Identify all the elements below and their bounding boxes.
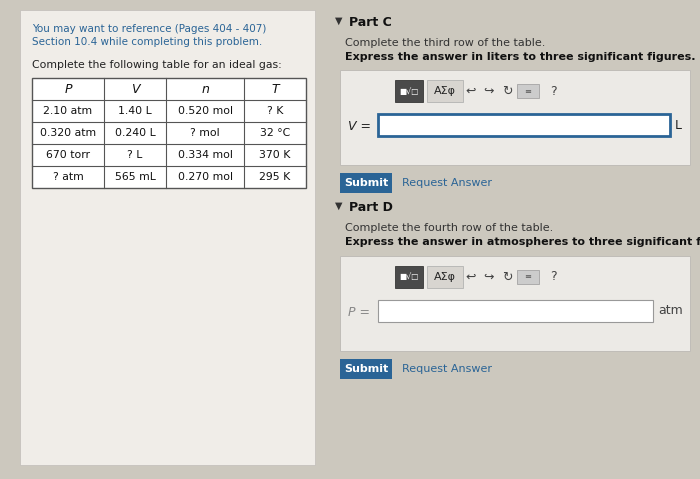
Text: Part D: Part D — [349, 201, 393, 214]
Bar — [32, 78, 306, 188]
Text: Complete the third row of the table.: Complete the third row of the table. — [345, 38, 545, 48]
Text: atm: atm — [658, 305, 682, 318]
Text: 0.270 mol: 0.270 mol — [178, 172, 232, 182]
Text: V: V — [131, 82, 139, 95]
Text: Complete the fourth row of the table.: Complete the fourth row of the table. — [345, 223, 553, 233]
Bar — [517, 84, 539, 98]
Text: 370 K: 370 K — [259, 150, 290, 160]
Text: V =: V = — [348, 119, 371, 133]
Text: 0.320 atm: 0.320 atm — [40, 128, 96, 138]
Text: ↩: ↩ — [466, 271, 476, 284]
Text: Submit: Submit — [344, 364, 388, 374]
Text: 0.334 mol: 0.334 mol — [178, 150, 232, 160]
Bar — [378, 114, 670, 136]
Text: ↻: ↻ — [502, 84, 512, 98]
Text: Submit: Submit — [344, 178, 388, 188]
Bar — [20, 10, 315, 465]
Bar — [427, 266, 463, 288]
Text: 2.10 atm: 2.10 atm — [43, 106, 92, 116]
Text: P: P — [64, 82, 71, 95]
Text: 295 K: 295 K — [260, 172, 290, 182]
Text: 0.240 L: 0.240 L — [115, 128, 155, 138]
Text: 1.40 L: 1.40 L — [118, 106, 152, 116]
Text: ▼: ▼ — [335, 16, 342, 26]
Bar — [517, 270, 539, 284]
Bar — [395, 80, 423, 102]
Text: 565 mL: 565 mL — [115, 172, 155, 182]
Text: ≡: ≡ — [524, 273, 531, 282]
Text: ? atm: ? atm — [52, 172, 83, 182]
Text: Request Answer: Request Answer — [402, 364, 492, 374]
Text: ?: ? — [550, 84, 556, 98]
Text: 32 °C: 32 °C — [260, 128, 290, 138]
Text: ▼: ▼ — [335, 201, 342, 211]
Text: 670 torr: 670 torr — [46, 150, 90, 160]
Text: L: L — [675, 118, 682, 132]
Text: ↪: ↪ — [484, 84, 494, 98]
Text: ↻: ↻ — [502, 271, 512, 284]
Text: Complete the following table for an ideal gas:: Complete the following table for an idea… — [32, 60, 281, 70]
Text: ≡: ≡ — [524, 87, 531, 95]
Text: Section 10.4 while completing this problem.: Section 10.4 while completing this probl… — [32, 37, 262, 47]
Text: Express the answer in liters to three significant figures.: Express the answer in liters to three si… — [345, 52, 696, 62]
Text: ΑΣφ: ΑΣφ — [434, 272, 456, 282]
Bar — [395, 266, 423, 288]
Bar — [340, 256, 690, 351]
Bar — [427, 80, 463, 102]
Text: ? mol: ? mol — [190, 128, 220, 138]
Text: P =: P = — [348, 306, 370, 319]
Text: ■√□: ■√□ — [399, 273, 419, 282]
Text: 0.520 mol: 0.520 mol — [178, 106, 232, 116]
Text: n: n — [201, 82, 209, 95]
Text: ■√□: ■√□ — [399, 87, 419, 95]
Text: ↩: ↩ — [466, 84, 476, 98]
Text: ?: ? — [550, 271, 556, 284]
Bar — [340, 70, 690, 165]
Text: Part C: Part C — [349, 16, 392, 29]
Text: You may want to reference (Pages 404 - 407): You may want to reference (Pages 404 - 4… — [32, 24, 267, 34]
Text: ΑΣφ: ΑΣφ — [434, 86, 456, 96]
Text: Request Answer: Request Answer — [402, 178, 492, 188]
Bar — [340, 173, 392, 193]
Text: T: T — [271, 82, 279, 95]
Text: ↪: ↪ — [484, 271, 494, 284]
Text: ? K: ? K — [267, 106, 284, 116]
Bar — [340, 359, 392, 379]
Bar — [378, 300, 653, 322]
Text: Express the answer in atmospheres to three significant figures.: Express the answer in atmospheres to thr… — [345, 237, 700, 247]
Text: ? L: ? L — [127, 150, 143, 160]
